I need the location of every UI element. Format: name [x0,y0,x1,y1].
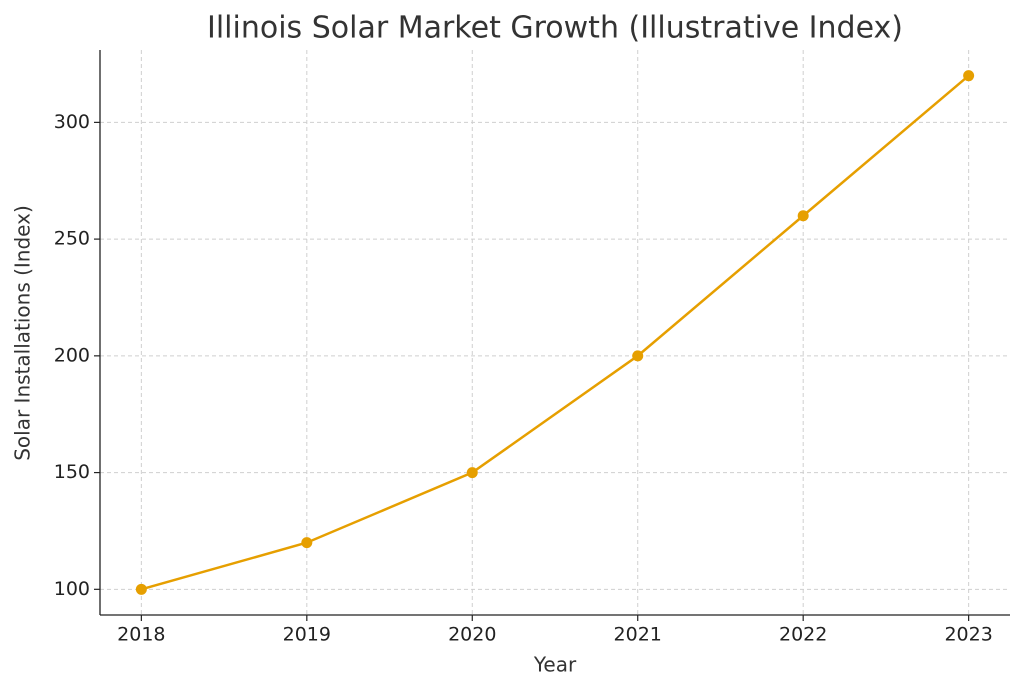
x-tick-label: 2019 [283,624,331,646]
y-tick-label: 200 [54,344,90,366]
y-tick-label: 100 [54,578,90,600]
point [135,583,147,595]
point [301,537,313,549]
y-tick-label: 150 [54,461,90,483]
line [141,74,970,591]
chart-title: Illinois Solar Market Growth (Illustrati… [207,11,903,46]
x-tick-label: 2021 [614,624,662,646]
y-tick-label: 250 [54,228,90,250]
point [632,350,644,362]
point [963,70,975,82]
y-tick-label: 300 [54,111,90,133]
x-axis-label: Year [533,653,577,677]
x-tick-label: 2020 [448,624,496,646]
point [797,210,809,222]
x-tick-label: 2018 [117,624,165,646]
y-axis-label: Solar Installations (Index) [11,205,35,461]
point [466,467,478,479]
x-tick-label: 2023 [944,624,992,646]
x-tick-label: 2022 [779,624,827,646]
